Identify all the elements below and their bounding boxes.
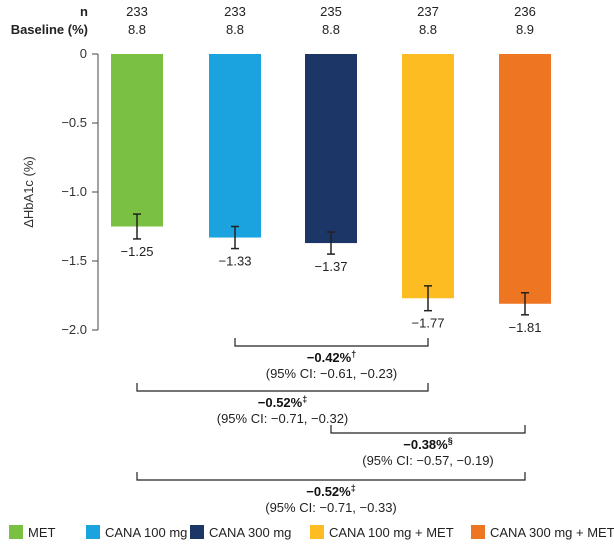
bar [402,54,454,299]
y-tick-label: −1.0 [61,184,87,199]
y-tick-label: −0.5 [61,115,87,130]
legend-label: CANA 100 mg [105,525,187,540]
value-label: −1.77 [412,316,445,331]
y-axis: 0 −0.5 −1.0 −1.5 −2.0 ΔHbA1c (%) [21,46,99,337]
comparison-ci: (95% CI: −0.71, −0.33) [265,500,397,515]
legend-label: CANA 300 mg [209,525,291,540]
y-axis-label: ΔHbA1c (%) [21,156,36,228]
legend-label: CANA 100 mg + MET [329,525,454,540]
n-value: 233 [224,4,246,19]
n-header-label: n [80,4,88,19]
header-values: 233 8.8 233 8.8 235 8.8 237 8.8 236 8.9 [126,4,536,37]
chart-header: n Baseline (%) 2338.82338.82358.82378.82… [11,4,536,37]
legend-swatch [86,525,100,539]
n-value: 235 [320,4,342,19]
bar [209,54,261,238]
y-tick-label: −1.5 [61,253,87,268]
n-value: 233 [126,4,148,19]
baseline-value: 8.8 [322,22,340,37]
comparison-ci: (95% CI: −0.57, −0.19) [362,453,494,468]
bar [499,54,551,304]
comparison-bracket [330,425,526,434]
legend-swatch [190,525,204,539]
legend-swatch [310,525,324,539]
bar [305,54,357,244]
value-label: −1.37 [315,259,348,274]
baseline-value: 8.9 [516,22,534,37]
comparison-bracket [136,472,526,481]
legend-swatch [471,525,485,539]
value-label: −1.33 [219,254,252,269]
baseline-value: 8.8 [128,22,146,37]
value-label: −1.81 [509,320,542,335]
baseline-value: 8.8 [419,22,437,37]
comparison-bracket [234,338,429,347]
comparison-diff: −0.52%‡ [258,394,307,410]
legend-swatch [9,525,23,539]
y-tick-label: 0 [80,46,87,61]
legend-label: MET [28,525,56,540]
comparison-brackets: −0.42%†(95% CI: −0.61, −0.23)−0.52%‡(95%… [136,338,526,515]
baseline-header-label: Baseline (%) [11,22,88,37]
bars: −1.25 −1.33 −1.37 −1.77 −1.81 [111,54,551,335]
comparison-diff: −0.42%† [307,349,356,365]
comparison-ci: (95% CI: −0.71, −0.32) [217,411,349,426]
value-label: −1.25 [121,244,154,259]
n-value: 236 [514,4,536,19]
y-ticks: 0 −0.5 −1.0 −1.5 −2.0 [61,46,98,337]
n-value: 237 [417,4,439,19]
legend: MET CANA 100 mg CANA 300 mg CANA 100 mg + M… [9,525,614,540]
comparison-diff: −0.52%‡ [306,483,355,499]
comparison-bracket [136,383,429,392]
legend-label: CANA 300 mg + MET [490,525,614,540]
bar [111,54,163,227]
comparison-ci: (95% CI: −0.61, −0.23) [266,366,398,381]
y-tick-label: −2.0 [61,322,87,337]
baseline-value: 8.8 [226,22,244,37]
comparison-diff: −0.38%§ [403,436,452,452]
